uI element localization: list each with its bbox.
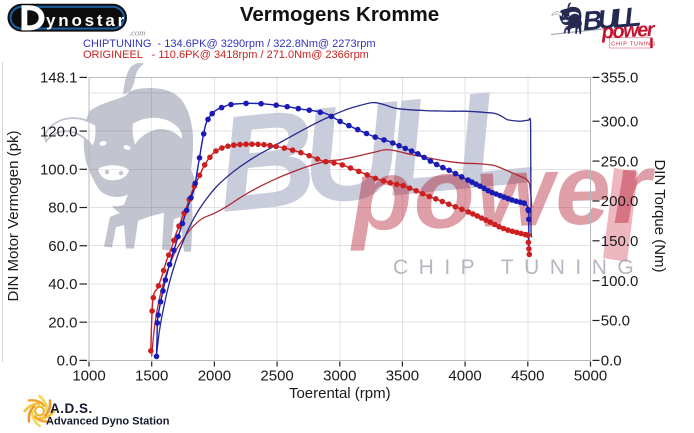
svg-text:2000: 2000 — [198, 368, 231, 385]
svg-text:0.0: 0.0 — [57, 353, 78, 370]
svg-text:1000: 1000 — [72, 368, 105, 385]
svg-text:BULL: BULL — [210, 59, 541, 241]
svg-text:DIN Torque (Nm): DIN Torque (Nm) — [651, 159, 668, 272]
svg-text:1500: 1500 — [135, 368, 168, 385]
svg-text:2500: 2500 — [260, 368, 293, 385]
svg-text:power: power — [600, 19, 656, 44]
svg-text:40.0: 40.0 — [48, 276, 77, 293]
svg-text:DIN Motor Vermogen (pk): DIN Motor Vermogen (pk) — [5, 131, 22, 302]
svg-text:100.0: 100.0 — [601, 273, 639, 290]
svg-text:BULL: BULL — [581, 2, 640, 37]
svg-text:5000: 5000 — [574, 368, 607, 385]
svg-text:300.0: 300.0 — [601, 113, 639, 130]
svg-text:A.D.S.: A.D.S. — [50, 401, 93, 416]
svg-text:355.0: 355.0 — [601, 70, 639, 87]
svg-text:3500: 3500 — [386, 368, 419, 385]
svg-text:ynostar: ynostar — [46, 11, 127, 30]
svg-text:Toerental (rpm): Toerental (rpm) — [289, 385, 391, 402]
svg-text:4000: 4000 — [448, 368, 481, 385]
svg-text:3000: 3000 — [323, 368, 356, 385]
svg-text:.com: .com — [129, 28, 145, 38]
svg-text:60.0: 60.0 — [48, 238, 77, 255]
svg-text:148.1: 148.1 — [40, 70, 78, 87]
svg-text:100.0: 100.0 — [40, 162, 78, 179]
svg-text:150.0: 150.0 — [601, 233, 639, 250]
svg-text:20.0: 20.0 — [48, 314, 77, 331]
svg-text:4500: 4500 — [511, 368, 544, 385]
svg-text:50.0: 50.0 — [601, 313, 630, 330]
svg-text:Advanced Dyno Station: Advanced Dyno Station — [46, 416, 170, 428]
svg-text:200.0: 200.0 — [601, 193, 639, 210]
svg-text:120.0: 120.0 — [40, 123, 78, 140]
svg-text:0.0: 0.0 — [601, 353, 622, 370]
svg-text:CHIP TUNING: CHIP TUNING — [611, 41, 656, 47]
svg-text:250.0: 250.0 — [601, 153, 639, 170]
svg-text:CHIP TUNING: CHIP TUNING — [393, 256, 644, 279]
svg-text:80.0: 80.0 — [48, 200, 77, 217]
